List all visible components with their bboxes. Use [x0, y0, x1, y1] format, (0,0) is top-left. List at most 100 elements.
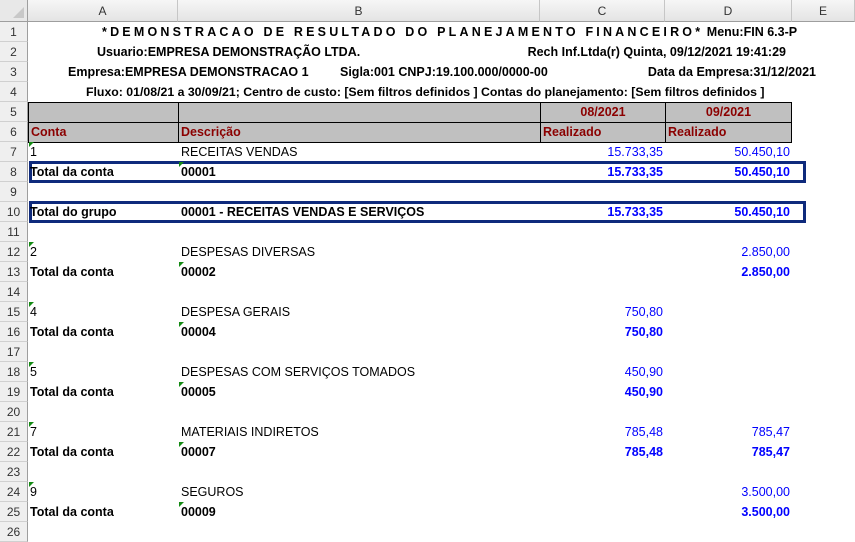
error-indicator-icon	[29, 362, 34, 367]
conta-cell[interactable]: 9	[30, 485, 37, 499]
column-header-b[interactable]: B	[178, 0, 540, 22]
realizado-header-d: Realizado	[665, 122, 792, 143]
descricao-cell[interactable]: DESPESA GERAIS	[181, 305, 291, 319]
value-cell-c[interactable]: 750,80	[624, 325, 663, 339]
value-cell-c[interactable]: 785,48	[624, 425, 663, 439]
column-header-d[interactable]: D	[665, 0, 792, 22]
descricao-cell[interactable]: DESPESAS DIVERSAS	[181, 245, 316, 259]
menu-code: Menu:FIN 6.3-P	[706, 25, 798, 39]
value-cell-d[interactable]: 785,47	[751, 445, 790, 459]
descricao-cell[interactable]: 00002	[181, 265, 216, 279]
value-cell-c[interactable]: 15.733,35	[607, 205, 663, 219]
row-header-18[interactable]: 18	[0, 362, 28, 382]
conta-cell[interactable]: Total da conta	[30, 165, 114, 179]
column-header-e[interactable]: E	[792, 0, 855, 22]
row-header-12[interactable]: 12	[0, 242, 28, 262]
column-header-c[interactable]: C	[540, 0, 665, 22]
value-cell-c[interactable]	[540, 502, 663, 522]
conta-cell[interactable]: Total do grupo	[30, 205, 117, 219]
value-cell-c[interactable]: 450,90	[624, 385, 663, 399]
row-header-16[interactable]: 16	[0, 322, 28, 342]
row-header-21[interactable]: 21	[0, 422, 28, 442]
conta-cell[interactable]: 1	[30, 145, 37, 159]
value-cell-d[interactable]: 50.450,10	[734, 165, 790, 179]
user-label: Usuario:EMPRESA DEMONSTRAÇÃO LTDA.	[97, 45, 361, 59]
row-header-24[interactable]: 24	[0, 482, 28, 502]
value-cell-c[interactable]: 15.733,35	[607, 165, 663, 179]
realizado-header-c: Realizado	[540, 122, 666, 143]
row-header-7[interactable]: 7	[0, 142, 28, 162]
value-cell-c[interactable]	[540, 242, 663, 262]
column-header-a[interactable]: A	[28, 0, 178, 22]
value-cell-d[interactable]	[665, 302, 790, 322]
row-header-1[interactable]: 1	[0, 22, 28, 42]
descricao-cell[interactable]: DESPESAS COM SERVIÇOS TOMADOS	[181, 365, 416, 379]
value-cell-c[interactable]	[540, 482, 663, 502]
value-cell-d[interactable]: 2.850,00	[741, 265, 790, 279]
error-indicator-icon	[29, 302, 34, 307]
conta-cell[interactable]: Total da conta	[30, 325, 114, 339]
descricao-cell[interactable]: SEGUROS	[181, 485, 244, 499]
period-header-c: 08/2021	[540, 102, 666, 123]
descricao-cell[interactable]: 00005	[181, 385, 216, 399]
row-header-10[interactable]: 10	[0, 202, 28, 222]
conta-cell[interactable]: Total da conta	[30, 445, 114, 459]
row-header-8[interactable]: 8	[0, 162, 28, 182]
highlight-box	[29, 201, 806, 223]
descricao-cell[interactable]: 00001	[181, 165, 216, 179]
conta-cell[interactable]: 2	[30, 245, 37, 259]
row-header-2[interactable]: 2	[0, 42, 28, 62]
value-cell-c[interactable]: 15.733,35	[607, 145, 663, 159]
value-cell-d[interactable]	[665, 382, 790, 402]
value-cell-c[interactable]: 785,48	[624, 445, 663, 459]
error-indicator-icon	[29, 142, 34, 147]
row-header-5[interactable]: 5	[0, 102, 28, 122]
period-header-d: 09/2021	[665, 102, 792, 123]
error-indicator-icon	[179, 442, 184, 447]
conta-cell[interactable]: 5	[30, 365, 37, 379]
row-header-13[interactable]: 13	[0, 262, 28, 282]
descricao-cell[interactable]: 00009	[181, 505, 216, 519]
conta-cell[interactable]: Total da conta	[30, 265, 114, 279]
select-all-corner[interactable]	[0, 0, 28, 22]
value-cell-c[interactable]: 750,80	[624, 305, 663, 319]
row-header-4[interactable]: 4	[0, 82, 28, 102]
row-header-22[interactable]: 22	[0, 442, 28, 462]
value-cell-d[interactable]: 785,47	[751, 425, 790, 439]
value-cell-d[interactable]: 50.450,10	[734, 205, 790, 219]
value-cell-d[interactable]	[665, 322, 790, 342]
value-cell-d[interactable]	[665, 362, 790, 382]
descricao-cell[interactable]: 00001 - RECEITAS VENDAS E SERVIÇOS	[181, 205, 425, 219]
value-cell-d[interactable]: 2.850,00	[741, 245, 790, 259]
value-cell-d[interactable]: 3.500,00	[741, 485, 790, 499]
value-cell-c[interactable]	[540, 262, 663, 282]
row-header-19[interactable]: 19	[0, 382, 28, 402]
row-header-17[interactable]: 17	[0, 342, 28, 362]
conta-cell[interactable]: 7	[30, 425, 37, 439]
row-header-25[interactable]: 25	[0, 502, 28, 522]
descricao-header: Descrição	[178, 122, 541, 143]
value-cell-c[interactable]: 450,90	[624, 365, 663, 379]
descricao-cell[interactable]: MATERIAIS INDIRETOS	[181, 425, 319, 439]
row-header-26[interactable]: 26	[0, 522, 28, 542]
row-header-11[interactable]: 11	[0, 222, 28, 242]
descricao-cell[interactable]: 00007	[181, 445, 216, 459]
row-header-20[interactable]: 20	[0, 402, 28, 422]
descricao-cell[interactable]: RECEITAS VENDAS	[181, 145, 298, 159]
error-indicator-icon	[29, 242, 34, 247]
row-header-23[interactable]: 23	[0, 462, 28, 482]
header-cell-b5	[178, 102, 541, 123]
row-header-9[interactable]: 9	[0, 182, 28, 202]
row-header-6[interactable]: 6	[0, 122, 28, 142]
value-cell-d[interactable]: 3.500,00	[741, 505, 790, 519]
value-cell-d[interactable]: 50.450,10	[734, 145, 790, 159]
conta-cell[interactable]: 4	[30, 305, 37, 319]
row-header-3[interactable]: 3	[0, 62, 28, 82]
descricao-cell[interactable]: 00004	[181, 325, 216, 339]
row-header-14[interactable]: 14	[0, 282, 28, 302]
conta-cell[interactable]: Total da conta	[30, 505, 114, 519]
conta-header: Conta	[28, 122, 179, 143]
row-header-15[interactable]: 15	[0, 302, 28, 322]
conta-cell[interactable]: Total da conta	[30, 385, 114, 399]
company-date: Data da Empresa:31/12/2021	[647, 65, 816, 79]
